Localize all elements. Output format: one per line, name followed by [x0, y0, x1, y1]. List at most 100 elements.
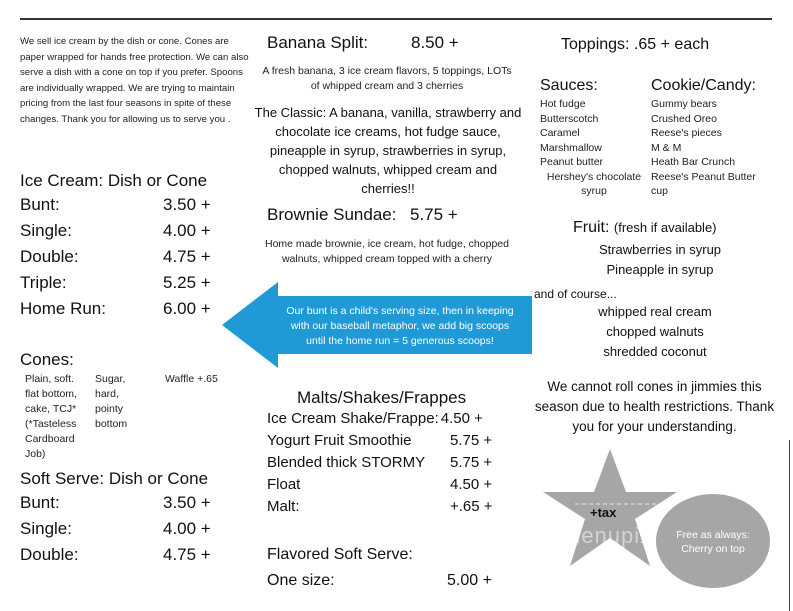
brownie-desc: Home made brownie, ice cream, hot fudge,… — [265, 238, 509, 265]
item-name: Single: — [20, 221, 72, 240]
intro-text: We sell ice cream by the dish or cone. C… — [20, 36, 249, 125]
list-item: Gummy bears — [651, 98, 717, 110]
item-price: 4.50 + — [440, 410, 483, 427]
list-item: Strawberries in syrup — [598, 242, 722, 257]
item-name: Bunt: — [20, 493, 60, 512]
malts-list: Ice Cream Shake/Frappe: 4.50 + Yogurt Fru… — [267, 410, 517, 520]
sauces-list: Hot fudge Butterscotch Caramel Marshmall… — [540, 97, 650, 199]
star-icon — [543, 449, 680, 566]
item-name: Home Run: — [20, 299, 106, 318]
item-price: 3.50 + — [163, 195, 211, 214]
fruit-note: (fresh if available) — [613, 220, 717, 235]
item-name: Blended thick STORMY — [267, 454, 426, 471]
circle-text: Free as always: Cherry on top — [676, 529, 750, 555]
fruit-heading: Fruit: (fresh if available) — [573, 219, 717, 237]
list-item: Reese's Peanut Butter cup — [651, 170, 756, 198]
item-name: One size: — [267, 572, 335, 589]
right-rule — [789, 440, 790, 611]
banana-split-name: Banana Split: — [267, 33, 369, 52]
toppings-title: Toppings: .65 + each — [561, 36, 710, 53]
list-item: Caramel — [540, 127, 580, 139]
item-price: 6.00 + — [163, 299, 211, 318]
of-course-text: and of course... — [534, 287, 617, 301]
arrow-callout — [222, 282, 532, 368]
list-item: Pineapple in syrup — [606, 262, 714, 277]
list-item: Marshmallow — [540, 141, 602, 154]
price-row: Ice Cream Shake/Frappe: 4.50 + — [267, 410, 517, 432]
item-name: Yogurt Fruit Smoothie — [267, 432, 412, 449]
item-price: 4.50 + — [450, 476, 493, 493]
price-row: Malt: +.65 + — [267, 498, 517, 520]
list-item: shredded coconut — [603, 344, 707, 359]
star-text: +tax — [590, 505, 617, 520]
list-item: Butterscotch — [540, 112, 599, 125]
list-item: chopped walnuts — [606, 324, 704, 339]
sauces-title: Sauces: — [540, 77, 598, 94]
item-price: 5.75 + — [450, 454, 493, 471]
classic-desc: The Classic: A banana, vanilla, strawber… — [254, 105, 522, 196]
malts-title: Malts/Shakes/Frappes — [297, 388, 467, 407]
fruit-title: Fruit: — [573, 219, 610, 236]
item-name: Ice Cream Shake/Frappe: — [267, 410, 439, 427]
item-price: 5.75 + — [450, 432, 493, 449]
list-item: Heath Bar Crunch — [651, 156, 736, 168]
fruit-list: Strawberries in syrup Pineapple in syrup — [560, 240, 760, 280]
list-item: whipped real cream — [598, 304, 712, 319]
price-row: Bunt: 3.50 + — [20, 195, 211, 221]
price-row: Double: 4.75 + — [20, 545, 211, 571]
cherry-circle — [656, 494, 770, 588]
item-price: 3.50 + — [163, 493, 211, 512]
item-name: Single: — [20, 519, 72, 538]
banana-split-price: 8.50 + — [411, 33, 459, 52]
price-row: One size: 5.00 + — [267, 572, 492, 594]
watermark: menupix — [562, 523, 653, 548]
list-item: M & M — [651, 141, 682, 154]
cone-sugar: Sugar, hard, pointy bottom — [95, 373, 128, 430]
item-price: 4.75 + — [163, 247, 211, 266]
cones-title: Cones: — [20, 350, 74, 369]
notice-text: We cannot roll cones in jimmies this sea… — [534, 379, 775, 434]
price-row: Yogurt Fruit Smoothie 5.75 + — [267, 432, 517, 454]
ice-cream-title: Ice Cream: Dish or Cone — [20, 171, 208, 190]
list-item: Hot fudge — [540, 98, 586, 110]
list-item: Crushed Oreo — [651, 112, 717, 125]
price-row: Double: 4.75 + — [20, 247, 211, 273]
item-name: Triple: — [20, 273, 67, 292]
price-row: Triple: 5.25 + — [20, 273, 211, 299]
cone-plain: Plain, soft. flat bottom, cake, TCJ* (*T… — [25, 373, 77, 460]
brownie-price: 5.75 + — [410, 205, 458, 224]
item-price: +.65 + — [450, 498, 493, 515]
brownie-name: Brownie Sundae: — [267, 205, 397, 224]
item-price: 5.00 + — [447, 572, 492, 589]
item-name: Malt: — [267, 498, 300, 515]
extras-list: whipped real cream chopped walnuts shred… — [555, 302, 755, 362]
ice-cream-section: Ice Cream: Dish or Cone Bunt: 3.50 + Sing… — [20, 171, 211, 325]
arrow-shape — [222, 282, 532, 368]
item-name: Bunt: — [20, 195, 60, 214]
banana-split-desc: A fresh banana, 3 ice cream flavors, 5 t… — [262, 65, 512, 92]
item-price: 4.00 + — [163, 221, 211, 240]
price-row: Home Run: 6.00 + — [20, 299, 211, 325]
item-name: Double: — [20, 247, 79, 266]
item-price: 5.25 + — [163, 273, 211, 292]
price-row: Single: 4.00 + — [20, 221, 211, 247]
price-row: Bunt: 3.50 + — [20, 493, 211, 519]
candy-title: Cookie/Candy: — [651, 77, 756, 94]
arrow-note: Our bunt is a child's serving size, then… — [286, 305, 514, 347]
flavored-title: Flavored Soft Serve: — [267, 546, 413, 563]
top-rule — [20, 18, 772, 20]
item-name: Double: — [20, 545, 79, 564]
item-price: 4.75 + — [163, 545, 211, 564]
cone-waffle: Waffle +.65 — [165, 373, 218, 385]
item-name: Float — [267, 476, 301, 493]
list-item: Peanut butter — [540, 156, 604, 168]
price-row: Single: 4.00 + — [20, 519, 211, 545]
item-price: 4.00 + — [163, 519, 211, 538]
soft-serve-section: Soft Serve: Dish or Cone Bunt: 3.50 + Sin… — [20, 469, 211, 571]
list-item: Hershey's chocolate syrup — [546, 170, 642, 198]
soft-serve-title: Soft Serve: Dish or Cone — [20, 469, 209, 488]
list-item: Reese's pieces — [651, 127, 722, 139]
price-row: Float 4.50 + — [267, 476, 517, 498]
candy-list: Gummy bears Crushed Oreo Reese's pieces … — [651, 97, 769, 199]
